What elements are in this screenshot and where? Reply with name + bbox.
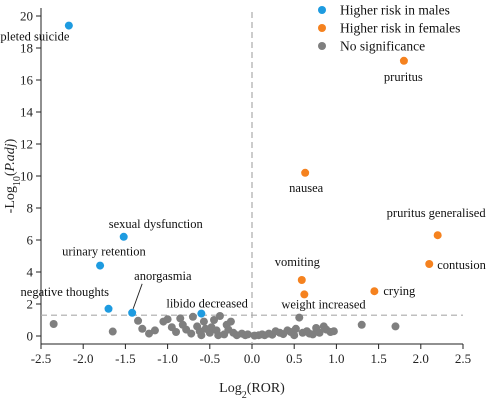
x-tick-label: -1.0	[157, 351, 178, 366]
data-point	[128, 308, 137, 317]
x-tick-label: -2.5	[31, 351, 52, 366]
legend-marker	[318, 42, 326, 50]
data-point	[150, 326, 159, 335]
point-label: pruritus	[384, 70, 423, 84]
data-point	[172, 328, 181, 336]
point-label: vomiting	[275, 255, 321, 269]
x-tick-label: -0.5	[200, 351, 221, 366]
data-point	[163, 315, 172, 324]
data-point	[226, 317, 235, 326]
data-point	[329, 327, 338, 336]
y-tick-label: 4	[27, 265, 34, 280]
legend-label: Higher risk in males	[340, 3, 450, 18]
data-point	[104, 304, 113, 313]
data-point	[243, 330, 252, 339]
data-point	[197, 309, 206, 318]
data-point	[108, 327, 117, 336]
y-tick-label: 12	[20, 137, 33, 152]
point-label: crying	[383, 284, 416, 298]
x-tick-label: 2.0	[413, 351, 429, 366]
data-point	[215, 312, 224, 320]
axes: -2.5 -2.0 -1.5 -1.0 -0.5 0.0 0.5 1.0 1.5 2.0 2.5 0 2…	[20, 8, 471, 366]
x-tick-label: -1.5	[115, 351, 136, 366]
data-point	[301, 168, 310, 177]
y-tick-label: 20	[20, 9, 33, 24]
x-tick-label: -2.0	[73, 351, 94, 366]
data-point	[134, 316, 143, 325]
legend: Higher risk in males Higher risk in femal…	[318, 3, 460, 54]
data-point	[425, 260, 434, 268]
y-axis-label: -Log10(P.adj)	[3, 138, 23, 213]
point-label: weight increased	[281, 297, 366, 311]
point-label: urinary retention	[62, 245, 146, 259]
data-point	[357, 320, 366, 329]
legend-label: Higher risk in females	[340, 21, 460, 36]
y-tick-label: 8	[27, 201, 34, 216]
point-label: sexual dysfunction	[109, 217, 204, 231]
y-tick-label: 0	[27, 329, 34, 344]
data-point	[197, 331, 206, 340]
data-point	[297, 276, 306, 284]
data-point	[119, 232, 128, 241]
data-point	[49, 320, 58, 328]
data-point	[290, 331, 299, 340]
x-axis-label: Log2(ROR)	[219, 381, 285, 401]
y-tick-label: 14	[20, 105, 34, 120]
data-point	[291, 324, 300, 333]
data-point	[433, 231, 442, 240]
guide-lines	[41, 12, 463, 344]
data-point	[214, 331, 223, 340]
label-leader-line	[132, 283, 143, 309]
data-point	[176, 314, 185, 323]
data-point	[399, 56, 408, 65]
data-point	[300, 290, 309, 299]
data-point	[210, 316, 219, 324]
data-point	[201, 324, 210, 333]
legend-marker	[318, 24, 326, 32]
y-tick-label: 10	[20, 169, 33, 184]
data-point	[138, 324, 147, 333]
data-point	[295, 313, 304, 322]
point-label: nausea	[289, 181, 323, 195]
y-tick-label: 6	[27, 233, 34, 248]
x-tick-label: 1.0	[328, 351, 344, 366]
data-point	[370, 287, 379, 296]
legend-marker	[318, 6, 326, 14]
x-tick-label: 0.5	[286, 351, 302, 366]
y-tick-label: 18	[20, 41, 33, 56]
data-point	[315, 328, 324, 337]
data-point	[64, 21, 73, 30]
point-label: contusion	[437, 258, 486, 272]
point-label: anorgasmia	[134, 269, 192, 283]
point-label: pruritus generalised	[387, 206, 487, 220]
data-point	[145, 329, 154, 338]
point-label: negative thoughts	[21, 285, 110, 299]
x-tick-label: 0.0	[244, 351, 260, 366]
data-point	[391, 322, 400, 331]
y-tick-label: 2	[27, 297, 34, 312]
y-tick-label: 16	[20, 73, 34, 88]
point-label: libido decreased	[166, 297, 248, 311]
data-point	[187, 329, 196, 338]
point-labels: completed suicide sexual dysfunction urina…	[0, 30, 487, 312]
data-point	[308, 330, 317, 339]
data-point	[96, 261, 105, 270]
x-tick-label: 1.5	[370, 351, 386, 366]
data-point	[199, 317, 208, 326]
data-point	[188, 312, 197, 321]
data-points	[49, 21, 442, 340]
point-label: completed suicide	[0, 30, 70, 44]
x-tick-label: 2.5	[455, 351, 471, 366]
legend-label: No significance	[340, 39, 425, 54]
